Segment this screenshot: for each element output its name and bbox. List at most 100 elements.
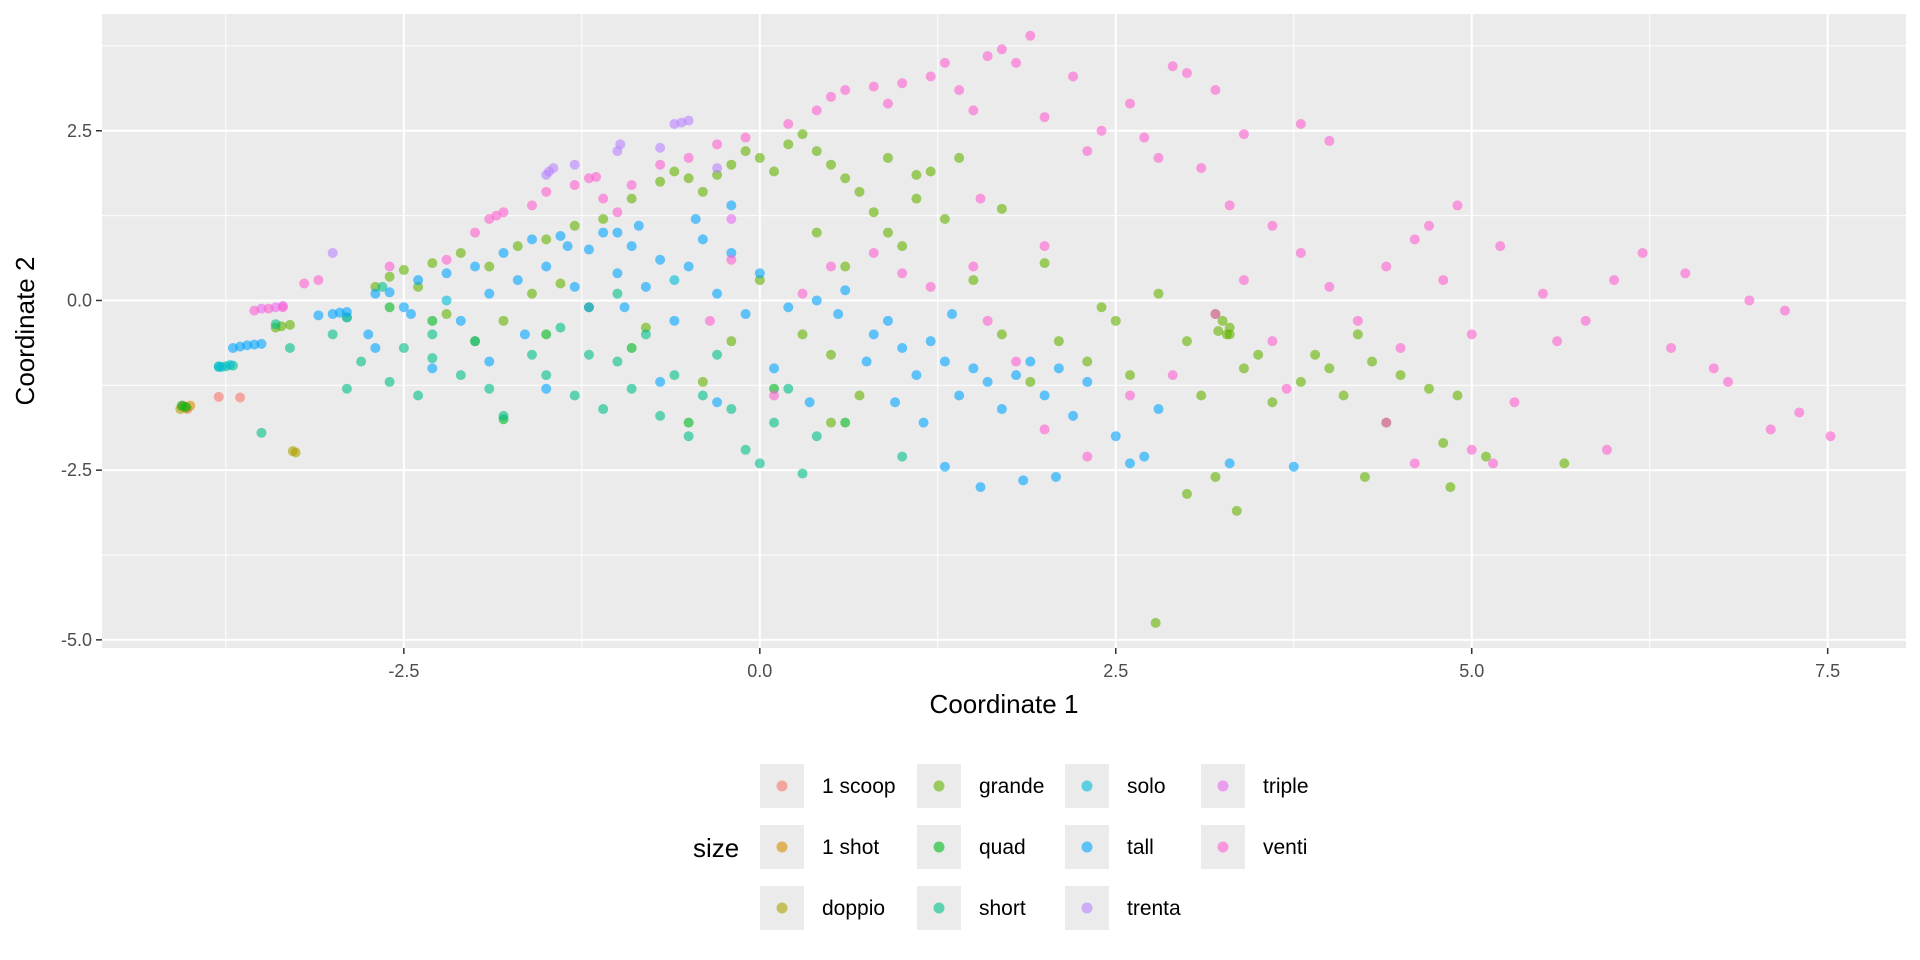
data-point bbox=[1438, 438, 1449, 449]
data-point bbox=[726, 254, 737, 265]
data-point bbox=[225, 359, 236, 370]
data-points bbox=[175, 30, 1836, 628]
data-point bbox=[897, 241, 908, 252]
x-axis-title: Coordinate 1 bbox=[930, 689, 1079, 719]
data-point bbox=[655, 176, 666, 187]
data-point bbox=[683, 431, 694, 442]
data-point bbox=[1424, 220, 1435, 231]
data-point bbox=[854, 390, 865, 401]
data-point bbox=[356, 356, 367, 367]
data-point bbox=[1224, 458, 1235, 469]
data-point bbox=[996, 329, 1007, 340]
data-point bbox=[398, 302, 409, 313]
data-point bbox=[1723, 376, 1734, 387]
data-point bbox=[363, 329, 374, 340]
data-point bbox=[1509, 397, 1520, 408]
legend-label: solo bbox=[1127, 775, 1166, 798]
data-point bbox=[882, 315, 893, 326]
data-point bbox=[398, 342, 409, 353]
data-point bbox=[470, 227, 481, 238]
data-point bbox=[697, 390, 708, 401]
data-point bbox=[826, 349, 837, 360]
data-point bbox=[769, 417, 780, 428]
data-point bbox=[1068, 410, 1079, 421]
data-point bbox=[1238, 129, 1249, 140]
data-point bbox=[541, 261, 552, 272]
data-point bbox=[1609, 275, 1620, 286]
data-point bbox=[1310, 349, 1321, 360]
data-point bbox=[954, 85, 965, 96]
data-point bbox=[1196, 163, 1207, 174]
data-point bbox=[704, 315, 715, 326]
data-point bbox=[968, 261, 979, 272]
data-point bbox=[384, 261, 395, 272]
data-point bbox=[669, 166, 680, 177]
data-point bbox=[541, 329, 552, 340]
data-point bbox=[519, 329, 530, 340]
data-point bbox=[1231, 505, 1242, 516]
data-point bbox=[1011, 57, 1022, 68]
data-point bbox=[313, 275, 324, 286]
data-point bbox=[683, 115, 694, 126]
data-point bbox=[1039, 112, 1050, 123]
data-point bbox=[811, 105, 822, 116]
data-point bbox=[1224, 200, 1235, 211]
data-point bbox=[968, 105, 979, 116]
data-point bbox=[1395, 342, 1406, 353]
data-point bbox=[270, 319, 281, 330]
legend-item: trenta bbox=[1065, 886, 1181, 930]
data-point bbox=[840, 85, 851, 96]
grid-major bbox=[102, 14, 1906, 648]
data-point bbox=[939, 356, 950, 367]
data-point bbox=[441, 268, 452, 279]
data-point bbox=[1295, 118, 1306, 129]
data-point bbox=[384, 302, 395, 313]
data-point bbox=[1025, 30, 1036, 41]
data-point bbox=[640, 281, 651, 292]
data-point bbox=[1196, 390, 1207, 401]
legend-swatch bbox=[776, 902, 788, 914]
data-point bbox=[370, 342, 381, 353]
data-point bbox=[797, 468, 808, 479]
data-point bbox=[861, 356, 872, 367]
data-point bbox=[427, 258, 438, 269]
data-point bbox=[1466, 444, 1477, 455]
data-point bbox=[1039, 390, 1050, 401]
data-point bbox=[655, 376, 666, 387]
data-point bbox=[868, 247, 879, 258]
data-point bbox=[612, 227, 623, 238]
data-point bbox=[548, 163, 559, 174]
data-point bbox=[1708, 363, 1719, 374]
data-point bbox=[868, 329, 879, 340]
x-tick-label: 2.5 bbox=[1103, 661, 1128, 681]
data-point bbox=[1281, 383, 1292, 394]
data-point bbox=[868, 81, 879, 92]
data-point bbox=[655, 410, 666, 421]
data-point bbox=[484, 288, 495, 299]
data-point bbox=[811, 431, 822, 442]
data-point bbox=[1267, 397, 1278, 408]
data-point bbox=[555, 322, 566, 333]
data-point bbox=[213, 391, 224, 402]
data-point bbox=[1438, 275, 1449, 286]
legend-label: triple bbox=[1263, 775, 1309, 798]
data-point bbox=[1267, 220, 1278, 231]
data-point bbox=[669, 275, 680, 286]
data-point bbox=[1765, 424, 1776, 435]
data-point bbox=[1082, 376, 1093, 387]
data-point bbox=[1139, 132, 1150, 143]
data-point bbox=[1779, 305, 1790, 316]
legend-swatch bbox=[1081, 780, 1093, 792]
data-point bbox=[1445, 482, 1456, 493]
data-point bbox=[1039, 258, 1050, 269]
x-tick-label: 7.5 bbox=[1815, 661, 1840, 681]
data-point bbox=[882, 227, 893, 238]
data-point bbox=[783, 302, 794, 313]
data-point bbox=[1352, 329, 1363, 340]
data-point bbox=[954, 152, 965, 163]
data-point bbox=[833, 309, 844, 320]
data-point bbox=[1110, 431, 1121, 442]
data-point bbox=[299, 278, 310, 289]
data-point bbox=[569, 159, 580, 170]
data-point bbox=[740, 444, 751, 455]
